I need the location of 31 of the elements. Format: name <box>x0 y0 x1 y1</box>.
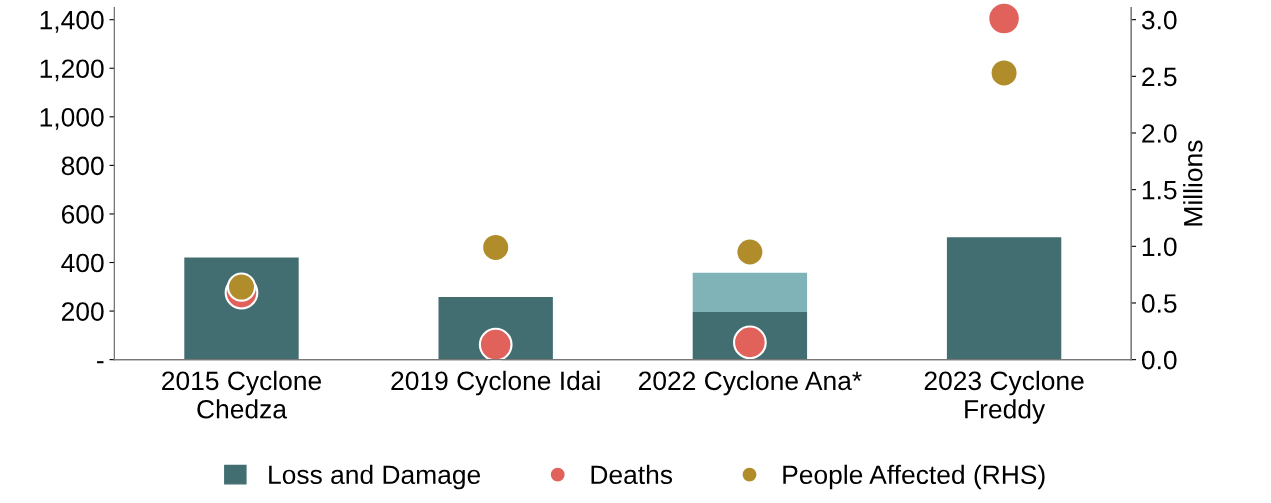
point <box>987 1 1021 36</box>
y2-axis-title: Millions <box>1183 140 1203 226</box>
bar <box>184 257 299 360</box>
y2-tick-label: 0.5 <box>1141 294 1177 313</box>
y-tick-label: - <box>97 361 104 364</box>
x-tick-label: 2022 Cyclone Ana* <box>638 370 862 396</box>
x-tick-label: 2019 Cyclone Idai <box>391 370 600 396</box>
legend-label: People Affected (RHS) <box>783 464 1045 490</box>
x-tick-label: 2023 Cyclone Freddy <box>924 370 1084 424</box>
bar <box>946 237 1062 360</box>
y-tick-label: 600 <box>61 205 104 224</box>
y-tick-label: 1,000 <box>40 107 104 130</box>
point <box>226 272 257 302</box>
y-tick-label: 1,200 <box>40 59 104 82</box>
legend-label: Loss and Damage <box>269 464 481 490</box>
y2-tick-label: 2.0 <box>1142 124 1177 143</box>
legend-label: Deaths <box>591 464 673 485</box>
point <box>481 232 511 263</box>
point <box>989 58 1019 88</box>
y-tick-label: 400 <box>61 253 104 273</box>
x-tick-label: 2015 Cyclone Chedza <box>162 370 322 419</box>
y-tick-label: 200 <box>61 302 104 321</box>
y2-tick-label: 1.5 <box>1142 181 1177 200</box>
y-tick-label: 1,400 <box>40 10 104 33</box>
y-tick-label: 800 <box>61 156 104 176</box>
bar <box>692 272 808 313</box>
y2-tick-label: 1.0 <box>1142 237 1177 257</box>
point <box>735 237 765 267</box>
y2-tick-label: 2.5 <box>1142 67 1177 87</box>
y2-tick-label: 3.0 <box>1141 10 1177 30</box>
y2-tick-label: 0.0 <box>1141 350 1177 370</box>
